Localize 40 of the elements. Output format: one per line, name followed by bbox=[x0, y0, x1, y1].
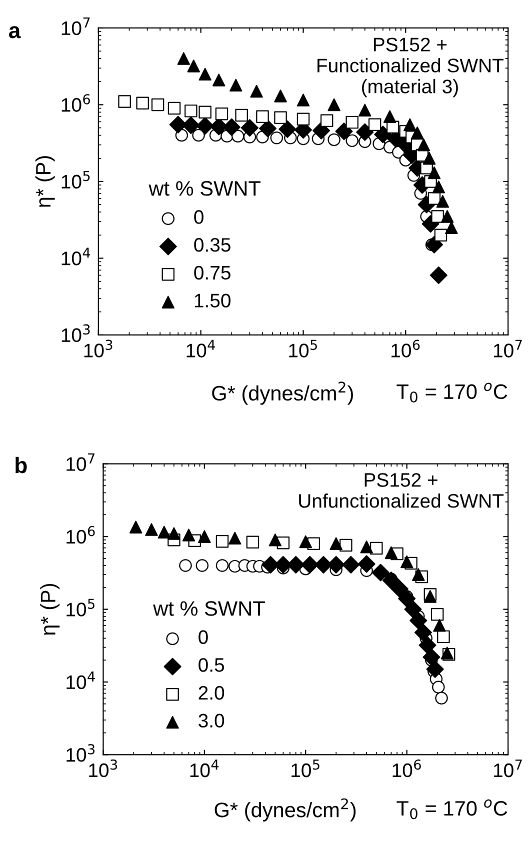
legend-label: 3.0 bbox=[198, 714, 224, 728]
annotation: PS152 + Unfunctionalized SWNT bbox=[299, 473, 504, 508]
y-axis-title: η* (P) bbox=[40, 584, 60, 635]
text: T$_{0}$ = 170 $^{o}$C bbox=[396, 382, 508, 402]
x-tick-label: 10$^{3}$ bbox=[89, 759, 118, 778]
legend-title: wt % SWNT bbox=[148, 181, 260, 196]
legend-label: 0 bbox=[194, 210, 204, 224]
y-axis-title: η* (P) bbox=[35, 156, 55, 208]
x-tick-label: 10$^{4}$ bbox=[186, 340, 215, 358]
x-tick-label: 10$^{6}$ bbox=[392, 340, 420, 358]
x-tick-label: 10$^{7}$ bbox=[494, 760, 522, 778]
x-axis-title: G* (dynes/cm$^{2}$) bbox=[214, 798, 356, 822]
x-tick-label: 10$^{3}$ bbox=[84, 340, 112, 358]
legend-label: 0.75 bbox=[194, 266, 230, 280]
x-axis-title: G* (dynes/cm$^{2}$) bbox=[212, 382, 353, 405]
legend-label: 2.0 bbox=[198, 686, 224, 700]
y-tick-label: 10$^{4}$ bbox=[66, 672, 95, 690]
y-tick-label: 10$^{7}$ bbox=[66, 453, 94, 471]
y-tick-label: 10$^{6}$ bbox=[62, 94, 90, 112]
annotation: PS152 + Functionalized SWNT (material 3) bbox=[318, 38, 504, 98]
y-tick-label: 10$^{3}$ bbox=[62, 324, 90, 342]
y-tick-label: 10$^{5}$ bbox=[66, 598, 94, 616]
text: T$_{0}$ = 170 $^{o}$C bbox=[396, 799, 508, 820]
y-tick-label: 10$^{4}$ bbox=[62, 248, 90, 266]
x-tick-label: 10$^{5}$ bbox=[289, 340, 317, 358]
y-tick-label: 10$^{5}$ bbox=[62, 171, 90, 189]
y-tick-label: 10$^{3}$ bbox=[66, 744, 95, 762]
y-tick-label: 10$^{6}$ bbox=[66, 526, 95, 544]
legend-label: 0.5 bbox=[198, 658, 224, 672]
legend-label: 1.50 bbox=[194, 294, 230, 308]
y-tick-label: 10$^{7}$ bbox=[62, 18, 90, 36]
x-tick-label: 10$^{6}$ bbox=[392, 759, 421, 778]
legend-label: 0 bbox=[198, 630, 208, 644]
legend-title: wt % SWNT bbox=[153, 601, 265, 616]
legend-label: 0.35 bbox=[194, 238, 230, 252]
chart-title: a bbox=[8, 26, 21, 38]
x-tick-label: 10$^{4}$ bbox=[190, 760, 219, 778]
chart-title: b bbox=[16, 456, 27, 474]
x-tick-label: 10$^{7}$ bbox=[494, 340, 522, 358]
x-tick-label: 10$^{5}$ bbox=[292, 760, 320, 778]
